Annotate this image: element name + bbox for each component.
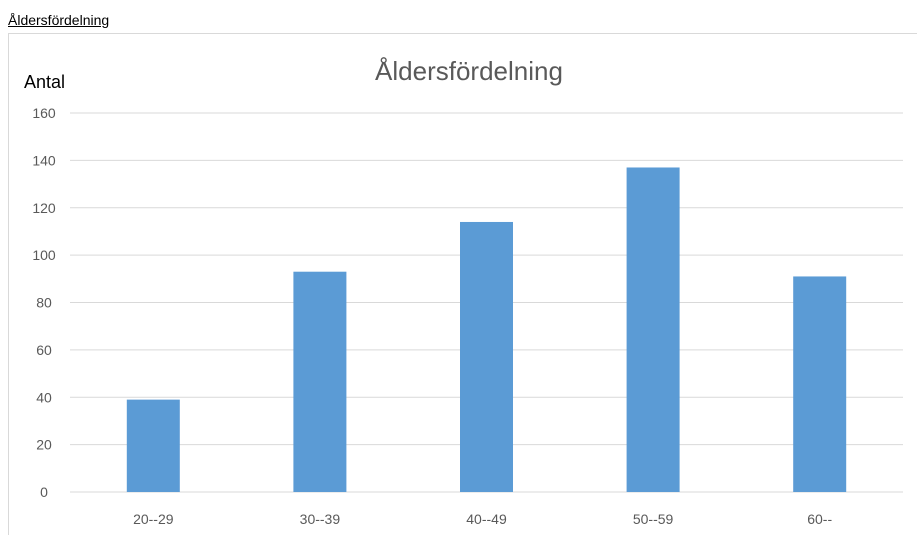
bar-30--39 bbox=[293, 271, 347, 492]
x-tick-labels: 20--29 30--39 40--49 50--59 60-- bbox=[133, 511, 832, 527]
x-tick-label-50--59: 50--59 bbox=[633, 511, 674, 527]
bar-20--29 bbox=[126, 399, 180, 492]
chart-title: Åldersfördelning bbox=[375, 56, 563, 86]
bars bbox=[126, 167, 847, 492]
bar-50--59 bbox=[626, 167, 680, 492]
chart-frame-left-border bbox=[8, 33, 9, 535]
sheet-label: Åldersfördelning bbox=[8, 12, 110, 28]
y-tick-label-1: 20 bbox=[36, 437, 52, 453]
y-tick-label-0: 0 bbox=[40, 484, 48, 500]
y-axis-label: Antal bbox=[24, 72, 65, 92]
bar-60-- bbox=[793, 276, 847, 492]
x-tick-label-20--29: 20--29 bbox=[133, 511, 174, 527]
y-tick-labels: 0 20 40 60 80 100 120 140 160 bbox=[32, 105, 56, 500]
y-tick-label-6: 120 bbox=[32, 200, 56, 216]
y-tick-label-2: 40 bbox=[36, 389, 52, 405]
x-tick-label-60--: 60-- bbox=[807, 511, 832, 527]
y-tick-label-4: 80 bbox=[36, 295, 52, 311]
x-tick-label-30--39: 30--39 bbox=[300, 511, 341, 527]
gridlines bbox=[70, 112, 903, 493]
bar-40--49 bbox=[460, 221, 513, 492]
chart-frame-top-border bbox=[8, 33, 917, 34]
y-tick-label-7: 140 bbox=[32, 152, 56, 168]
y-tick-label-8: 160 bbox=[32, 105, 56, 121]
x-tick-label-40--49: 40--49 bbox=[466, 511, 507, 527]
y-tick-label-3: 60 bbox=[36, 342, 52, 358]
y-tick-label-5: 100 bbox=[32, 247, 56, 263]
